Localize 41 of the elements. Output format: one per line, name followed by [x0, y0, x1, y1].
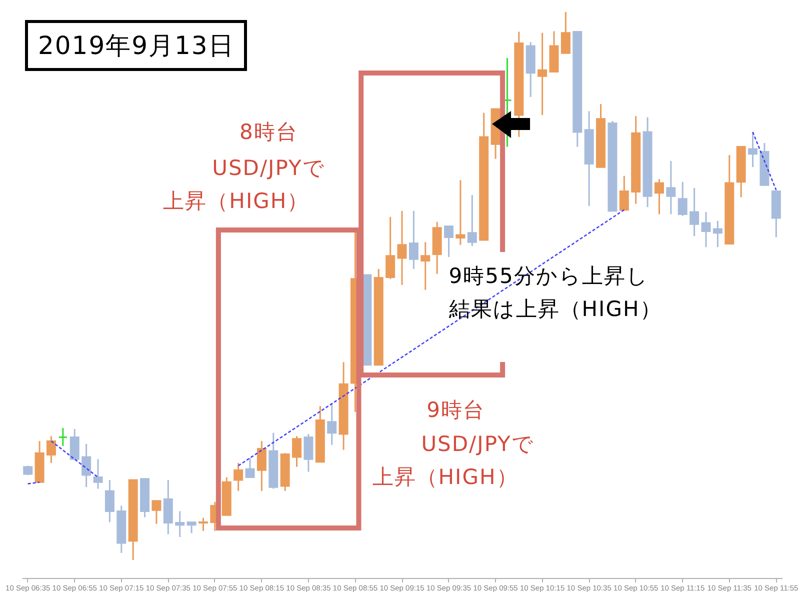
candlestick: [198, 517, 208, 532]
candlestick: [23, 464, 33, 476]
candlestick: [701, 211, 711, 248]
candlestick: [234, 462, 244, 492]
candlestick: [175, 510, 185, 538]
candlestick: [748, 131, 758, 168]
candlestick: [245, 457, 255, 478]
candlestick: [560, 11, 570, 54]
candlestick: [256, 440, 266, 492]
candlestick: [82, 443, 92, 488]
annotation: USD/JPYで上昇（HIGH）: [162, 155, 326, 215]
candlestick: [93, 458, 103, 490]
candlestick: [538, 32, 548, 116]
candlestick: [386, 216, 396, 280]
candlestick: [467, 194, 477, 247]
candlestick: [163, 479, 173, 535]
candlestick: [292, 435, 302, 468]
candlestick: [46, 435, 56, 464]
candlestick: [456, 179, 466, 246]
candlestick: [186, 521, 196, 534]
annotation: USD/JPYで上昇（HIGH）: [371, 431, 536, 491]
candlestick: [397, 210, 407, 286]
candlestick: [152, 500, 162, 525]
candlestick: [104, 479, 114, 523]
annotation: 9時台: [426, 397, 486, 424]
text: 2019年9月13日: [25, 20, 248, 71]
candlestick: [678, 181, 688, 217]
candlestick: [619, 175, 629, 211]
candlestick: [654, 178, 664, 215]
candlestick: [304, 433, 314, 473]
candlestick: [420, 241, 430, 291]
candlestick: [712, 220, 722, 248]
candlestick: [444, 226, 454, 258]
candlestick: [58, 427, 68, 447]
candlestick: [70, 428, 80, 460]
annotation: 9時55分から上昇し結果は上昇（HIGH）: [448, 263, 663, 323]
candlestick: [408, 210, 418, 270]
candlestick: [327, 402, 337, 446]
candlestick: [690, 187, 700, 237]
candlestick: [666, 160, 676, 215]
annotation: 8時台: [238, 119, 299, 146]
